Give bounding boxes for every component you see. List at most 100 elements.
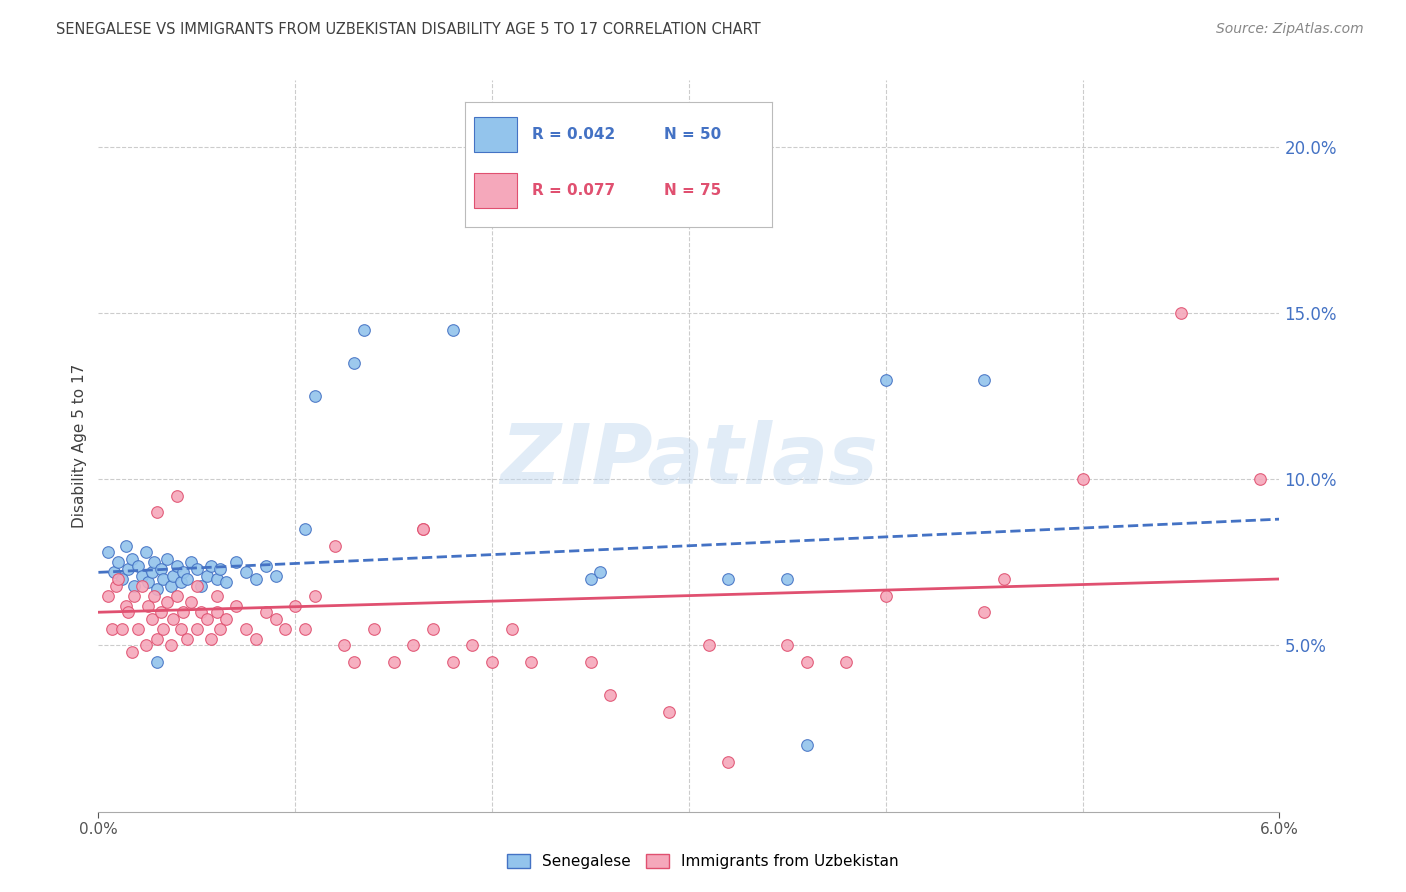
Point <box>1249 472 1271 486</box>
Point <box>190 605 212 619</box>
Point <box>235 566 257 580</box>
Point <box>166 558 188 573</box>
Point <box>156 595 179 609</box>
Point <box>135 639 157 653</box>
Point <box>294 522 316 536</box>
Y-axis label: Disability Age 5 to 17: Disability Age 5 to 17 <box>72 364 87 528</box>
Point <box>146 632 169 646</box>
Point <box>146 582 169 596</box>
Point <box>176 572 198 586</box>
Point <box>353 323 375 337</box>
Point <box>131 568 153 582</box>
Point <box>254 605 277 619</box>
Point <box>111 622 134 636</box>
Point <box>274 622 297 636</box>
Point <box>776 572 799 586</box>
Point <box>107 572 129 586</box>
Point <box>121 645 143 659</box>
Point <box>180 555 202 569</box>
Point <box>245 572 267 586</box>
Point <box>717 572 740 586</box>
Point <box>195 568 218 582</box>
Point <box>304 589 326 603</box>
Point <box>973 605 995 619</box>
Point <box>254 558 277 573</box>
Point <box>150 562 173 576</box>
Point <box>107 555 129 569</box>
Point <box>122 579 145 593</box>
Point <box>579 572 602 586</box>
Point <box>412 522 434 536</box>
Point <box>520 655 543 669</box>
Point <box>146 506 169 520</box>
Point <box>1170 306 1192 320</box>
Point <box>973 372 995 386</box>
Point <box>180 595 202 609</box>
Point <box>209 562 232 576</box>
Point <box>776 639 799 653</box>
Point <box>200 632 222 646</box>
Legend: Senegalese, Immigrants from Uzbekistan: Senegalese, Immigrants from Uzbekistan <box>501 848 905 875</box>
Point <box>835 655 858 669</box>
Point <box>146 655 169 669</box>
Point <box>333 639 356 653</box>
Point <box>190 579 212 593</box>
Point <box>993 572 1015 586</box>
Point <box>115 539 138 553</box>
Point <box>160 639 183 653</box>
Point <box>172 566 194 580</box>
Point <box>186 562 208 576</box>
Text: ZIPatlas: ZIPatlas <box>501 420 877 501</box>
Point <box>264 568 287 582</box>
Point <box>105 579 128 593</box>
Point <box>658 705 681 719</box>
Point <box>160 579 183 593</box>
Point <box>225 599 247 613</box>
Point <box>152 572 174 586</box>
Point <box>97 545 120 559</box>
Point <box>162 568 184 582</box>
Point <box>127 558 149 573</box>
Point <box>697 639 720 653</box>
Point <box>245 632 267 646</box>
Text: SENEGALESE VS IMMIGRANTS FROM UZBEKISTAN DISABILITY AGE 5 TO 17 CORRELATION CHAR: SENEGALESE VS IMMIGRANTS FROM UZBEKISTAN… <box>56 22 761 37</box>
Point <box>481 655 503 669</box>
Point <box>343 655 366 669</box>
Point <box>215 575 238 590</box>
Text: Source: ZipAtlas.com: Source: ZipAtlas.com <box>1216 22 1364 37</box>
Point <box>141 612 163 626</box>
Point <box>176 632 198 646</box>
Point <box>215 612 238 626</box>
Point <box>343 356 366 370</box>
Point <box>135 545 157 559</box>
Point <box>166 489 188 503</box>
Point <box>205 572 228 586</box>
Point <box>117 562 139 576</box>
Point <box>136 599 159 613</box>
Point <box>205 589 228 603</box>
Point <box>1071 472 1094 486</box>
Point <box>170 622 193 636</box>
Point <box>402 639 425 653</box>
Point <box>294 622 316 636</box>
Point <box>441 655 464 669</box>
Point <box>599 689 621 703</box>
Point <box>103 566 125 580</box>
Point <box>875 589 897 603</box>
Point <box>172 605 194 619</box>
Point <box>142 555 165 569</box>
Point <box>717 755 740 769</box>
Point <box>131 579 153 593</box>
Point <box>875 372 897 386</box>
Point <box>186 622 208 636</box>
Point <box>382 655 405 669</box>
Point <box>412 522 434 536</box>
Point <box>796 655 818 669</box>
Point <box>284 599 307 613</box>
Point <box>422 622 444 636</box>
Point <box>304 389 326 403</box>
Point <box>166 589 188 603</box>
Point <box>589 566 612 580</box>
Point <box>136 575 159 590</box>
Point <box>122 589 145 603</box>
